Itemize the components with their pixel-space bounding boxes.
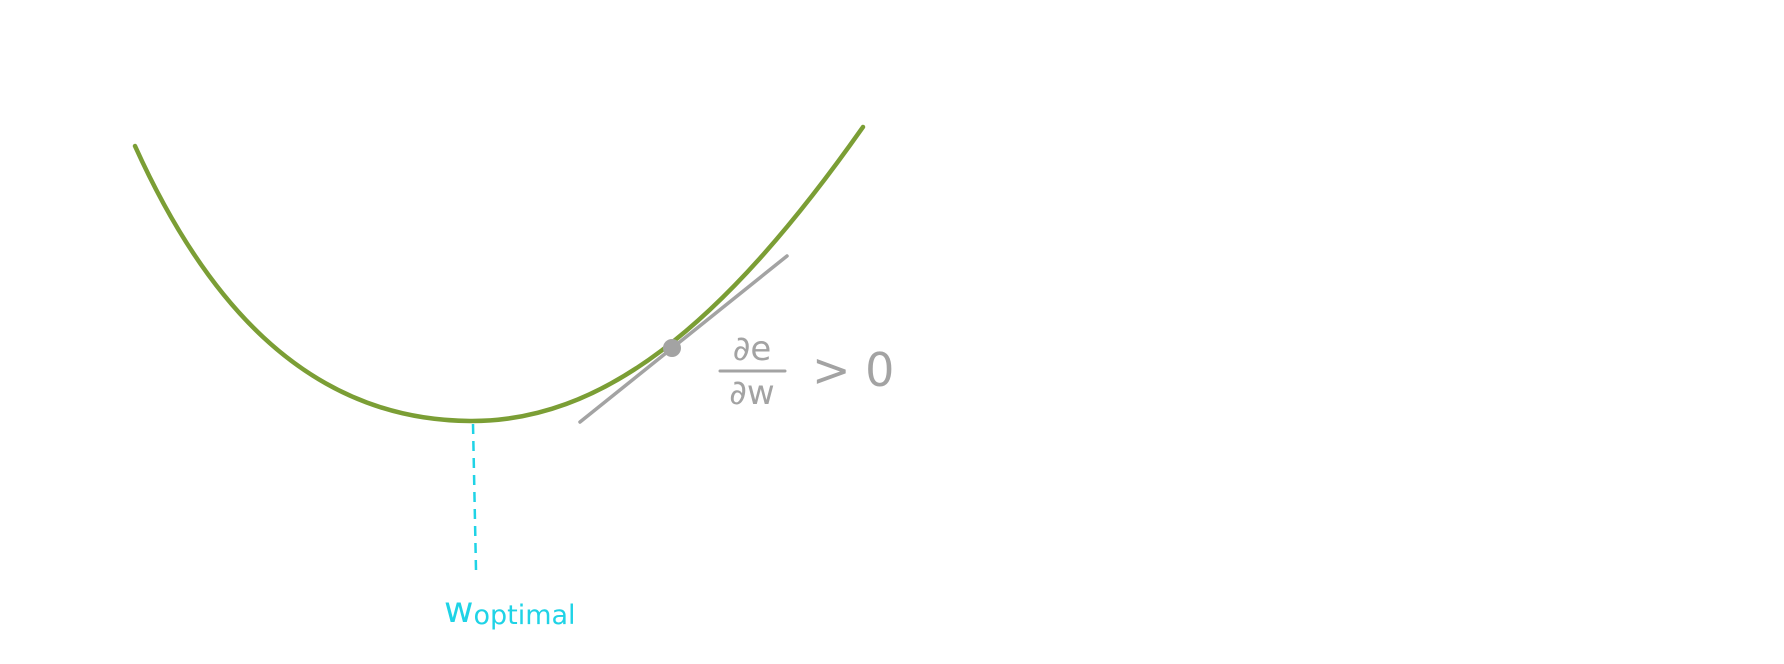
gradient-point [663, 339, 681, 357]
tangent-line [578, 254, 789, 424]
loss-curve [132, 124, 866, 424]
w-optimal-label: woptimal [444, 590, 576, 631]
w-subscript: optimal [473, 600, 575, 631]
derivative-numerator: ∂e [733, 329, 772, 369]
greater-than-zero: > 0 [812, 343, 894, 397]
optimum-dashed-line [471, 423, 478, 571]
derivative-label: ∂e ∂w > 0 [718, 329, 894, 413]
w-main: w [444, 590, 473, 631]
derivative-denominator: ∂w [729, 373, 774, 413]
